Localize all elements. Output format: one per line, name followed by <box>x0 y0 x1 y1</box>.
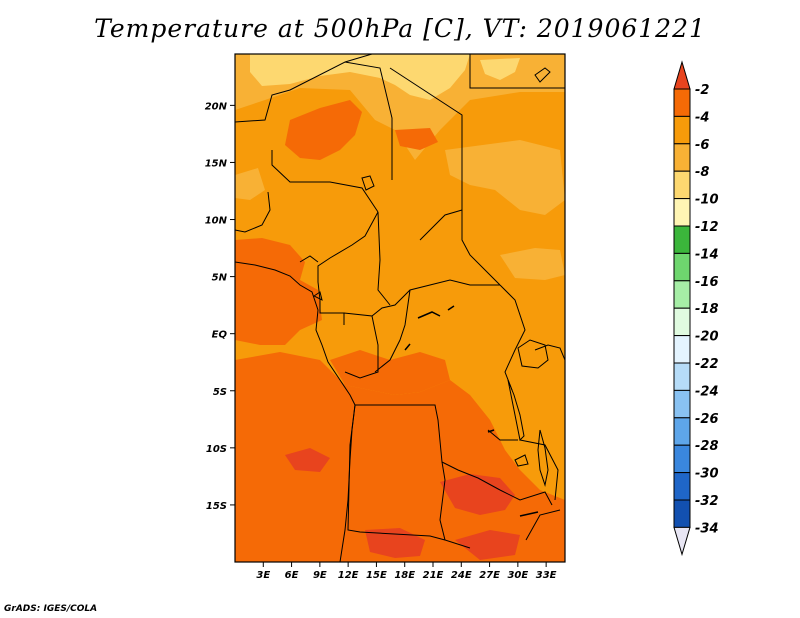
lat-tick-label: 15N <box>205 158 228 169</box>
colorbar-label: -12 <box>695 220 719 235</box>
colorbar-label: -22 <box>695 357 719 372</box>
longitude-axis: 3E 6E 9E 12E 15E 18E 21E 24E 27E 30E 33E <box>256 562 557 581</box>
lake-chad <box>361 175 375 191</box>
bioko-island <box>313 291 323 301</box>
lat-tick-label: 20N <box>205 101 228 112</box>
field-east-cool-2 <box>500 248 565 280</box>
lon-tick-label: 33E <box>536 570 557 581</box>
colorbar-label: -30 <box>695 467 719 482</box>
colorbar-segment <box>673 280 691 309</box>
lat-tick-label: 10S <box>206 444 227 455</box>
colorbar-label: -4 <box>695 110 709 125</box>
colorbar-label: -16 <box>695 275 719 290</box>
field-sahel-warm <box>285 100 362 160</box>
colorbar-label: -32 <box>695 494 719 509</box>
colorbar-label: -20 <box>695 330 719 345</box>
colorbar-segment <box>673 225 691 254</box>
colorbar-segment <box>673 444 691 474</box>
colorbar-segment <box>673 143 691 172</box>
colorbar-label: -8 <box>695 165 709 180</box>
field-north-coolest <box>250 54 470 100</box>
coastline <box>235 261 356 562</box>
lat-tick-label: 10N <box>205 216 228 227</box>
lat-tick-label: 15S <box>206 501 227 512</box>
lake-tanganyika <box>507 379 525 442</box>
river-segment-1 <box>417 311 441 319</box>
lon-tick-label: 3E <box>256 570 270 581</box>
field-south-hot-2 <box>365 528 425 558</box>
lon-tick-label: 15E <box>366 570 387 581</box>
colorbar-label: -6 <box>695 138 709 153</box>
field-east-cool <box>445 140 565 215</box>
map-frame <box>234 53 566 563</box>
field-east-cool-3 <box>235 168 265 200</box>
colorbar-segment <box>673 472 691 501</box>
colorbar-segment <box>673 335 691 364</box>
river-segment-4 <box>487 429 495 433</box>
country-boundaries <box>235 54 565 549</box>
lake-victoria <box>517 339 549 369</box>
colorbar-label: -26 <box>695 412 719 427</box>
grads-credit: GrADS: IGES/COLA <box>4 604 98 614</box>
field-north-cool <box>235 54 565 160</box>
colorbar-segment <box>673 115 691 145</box>
chart-title: Temperature at 500hPa [C], VT: 201906122… <box>94 14 706 43</box>
field-south-hot-4 <box>455 530 520 560</box>
colorbar-label: -18 <box>695 302 719 317</box>
colorbar-segment <box>673 389 691 419</box>
red-sea-coast <box>534 67 551 83</box>
river-segment-5 <box>519 511 539 517</box>
field-south-hot <box>440 474 515 515</box>
river-segment-3 <box>404 343 411 351</box>
lon-tick-label: 24E <box>451 570 472 581</box>
lon-tick-label: 12E <box>338 570 359 581</box>
field-south-hot-3 <box>285 448 330 472</box>
field-central-warm <box>330 350 450 395</box>
temperature-field <box>235 54 565 562</box>
colorbar-segment <box>673 170 691 200</box>
niger-delta-coast <box>299 255 319 263</box>
colorbar-segment <box>673 198 691 227</box>
colorbar-label: -24 <box>695 384 719 399</box>
colorbar-bottom-arrow <box>673 526 691 557</box>
colorbar-label: -10 <box>695 193 719 208</box>
lon-tick-label: 27E <box>479 570 500 581</box>
colorbar-top-arrow <box>673 60 691 90</box>
lon-tick-label: 30E <box>507 570 528 581</box>
colorbar-label: -2 <box>695 83 709 98</box>
colorbar-segment <box>673 499 691 528</box>
field-guinea-warm <box>235 238 322 345</box>
lake-kariba <box>514 454 529 467</box>
colorbar-label: -34 <box>695 521 719 536</box>
colorbar: -2 -4 -6 -8 -10 -12 -14 -16 -18 -20 -22 -24 -26 -28 -3… <box>673 60 719 557</box>
lon-tick-label: 6E <box>285 570 299 581</box>
colorbar-segment <box>673 417 691 446</box>
lon-tick-label: 18E <box>394 570 415 581</box>
colorbar-segment <box>673 88 691 117</box>
lon-tick-label: 9E <box>313 570 327 581</box>
colorbar-label: -28 <box>695 439 719 454</box>
field-north-cool-east <box>480 58 520 80</box>
colorbar-segment <box>673 252 691 282</box>
field-sahel-warm-2 <box>395 128 438 150</box>
river-segment-2 <box>447 305 455 311</box>
colorbar-label: -14 <box>695 247 719 262</box>
lat-tick-label: 5N <box>212 273 228 284</box>
lat-tick-label: EQ <box>212 330 228 341</box>
colorbar-segment <box>673 362 691 391</box>
latitude-axis: 20N 15N 10N 5N EQ 5S 10S 15S <box>205 101 235 512</box>
lake-malawi <box>537 429 549 487</box>
colorbar-segment <box>673 307 691 337</box>
lon-tick-label: 21E <box>423 570 444 581</box>
lat-tick-label: 5S <box>213 387 227 398</box>
